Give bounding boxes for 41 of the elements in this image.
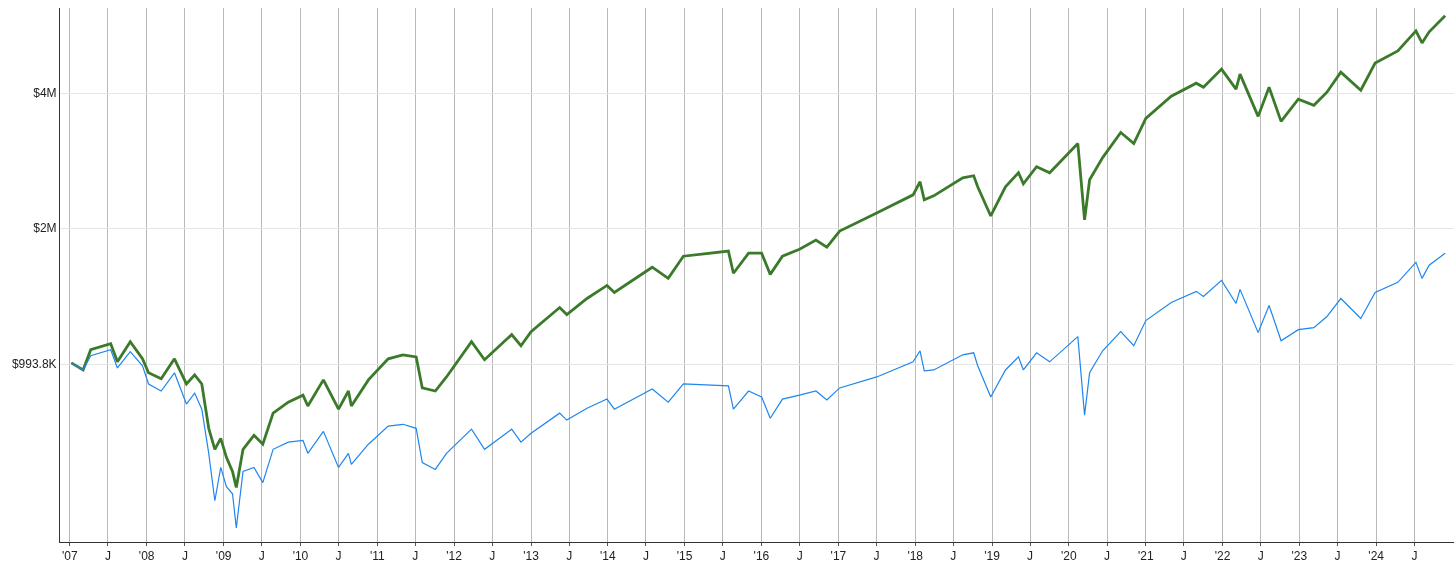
x-tick-label: '19 [984, 549, 1001, 564]
x-tick-label: J [1334, 549, 1341, 564]
x-tick-label: '16 [753, 549, 770, 564]
x-tick-label: '10 [292, 549, 309, 564]
x-tick-label: J [258, 549, 265, 564]
line-series [70, 252, 1446, 529]
x-tick-label: J [1411, 549, 1418, 564]
x-tick-label: '20 [1060, 549, 1077, 564]
x-tick-label: J [1027, 549, 1034, 564]
x-tick-label: '08 [138, 549, 155, 564]
y-tick-label: $4M [33, 86, 57, 101]
x-tick-label: '09 [215, 549, 232, 564]
y-tick-label: $993.8K [11, 357, 57, 372]
x-tick-label: J [1257, 549, 1264, 564]
x-tick-label: J [1180, 549, 1187, 564]
x-tick-label: '07 [62, 549, 79, 564]
x-tick-label: J [873, 549, 880, 564]
x-tick-label: J [566, 549, 573, 564]
x-tick-label: J [489, 549, 496, 564]
x-tick-label: J [335, 549, 342, 564]
x-tick-label: '21 [1137, 549, 1154, 564]
x-tick-label: J [1104, 549, 1111, 564]
x-tick-label: '12 [446, 549, 463, 564]
x-tick-label: '15 [676, 549, 693, 564]
x-tick-label: '18 [907, 549, 924, 564]
x-tick-label: '17 [830, 549, 847, 564]
line-series [69, 14, 1447, 489]
x-tick-label: J [796, 549, 803, 564]
x-tick-label: J [104, 549, 111, 564]
x-tick-label: '11 [369, 549, 385, 564]
x-tick-label: '23 [1291, 549, 1308, 564]
x-tick-label: J [719, 549, 726, 564]
x-tick-label: J [412, 549, 419, 564]
x-tick-label: J [950, 549, 957, 564]
x-tick-label: '14 [600, 549, 616, 564]
x-tick-label: '24 [1368, 549, 1385, 564]
x-tick-label: J [181, 549, 188, 564]
y-tick-label: $2M [33, 221, 57, 236]
x-tick-label: '13 [523, 549, 540, 564]
x-tick-label: J [642, 549, 649, 564]
x-tick-label: '22 [1214, 549, 1231, 564]
